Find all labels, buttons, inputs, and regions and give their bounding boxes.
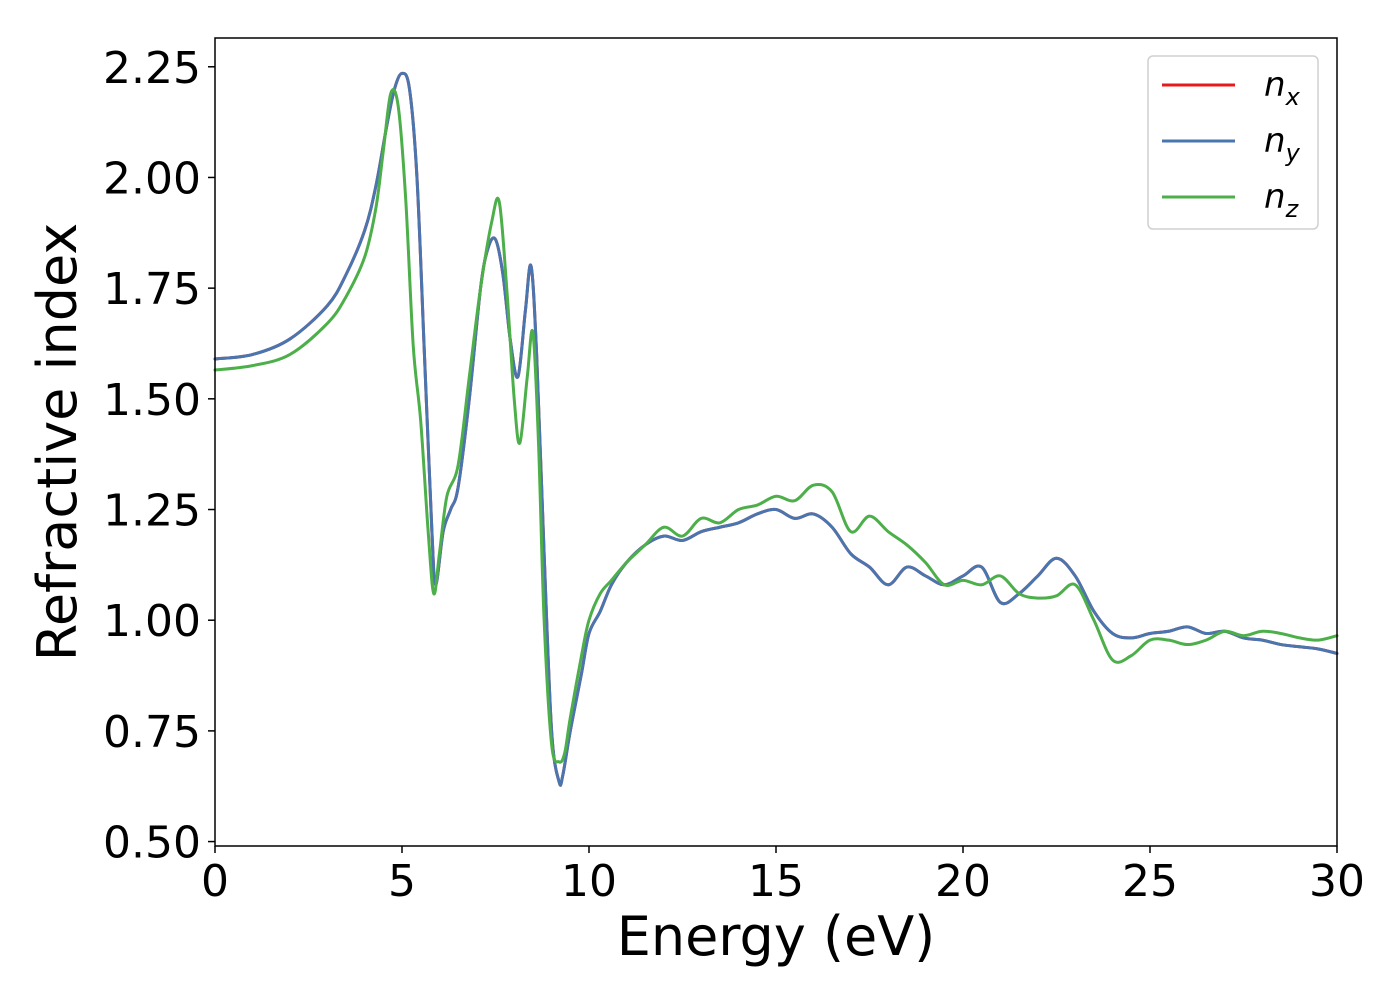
- x-tick-label: 20: [935, 856, 991, 907]
- x-tick-label: 0: [201, 856, 229, 907]
- y-tick-label: 2.00: [103, 153, 201, 204]
- y-tick-label: 1.25: [103, 486, 201, 537]
- y-tick-label: 0.50: [103, 818, 201, 869]
- y-tick-label: 1.75: [103, 264, 201, 315]
- x-tick-label: 15: [748, 856, 804, 907]
- x-axis-ticks: 0 5 10 15 20 25 30: [201, 846, 1365, 907]
- x-tick-label: 25: [1122, 856, 1178, 907]
- legend-label-y: ny: [1264, 121, 1301, 167]
- y-axis-label: Refractive index: [26, 223, 89, 662]
- y-axis-ticks: 0.50 0.75 1.00 1.25 1.50 1.75 2.00 2.25: [103, 43, 215, 869]
- series-layer: [213, 71, 1339, 787]
- x-axis-label: Energy (eV): [617, 905, 936, 968]
- legend: nx ny nz: [1147, 55, 1319, 230]
- legend-entries: nx ny nz: [1162, 65, 1301, 223]
- y-tick-label: 2.25: [103, 43, 201, 94]
- series-line-y: [213, 71, 1339, 787]
- legend-label-z: nz: [1264, 177, 1300, 223]
- x-tick-label: 5: [388, 856, 416, 907]
- y-tick-label: 0.75: [103, 707, 201, 758]
- legend-label-x: nx: [1264, 65, 1301, 111]
- y-tick-label: 1.00: [103, 596, 201, 647]
- x-tick-label: 10: [561, 856, 617, 907]
- y-tick-label: 1.50: [103, 375, 201, 426]
- x-tick-label: 30: [1309, 856, 1365, 907]
- series-line-z: [213, 88, 1339, 764]
